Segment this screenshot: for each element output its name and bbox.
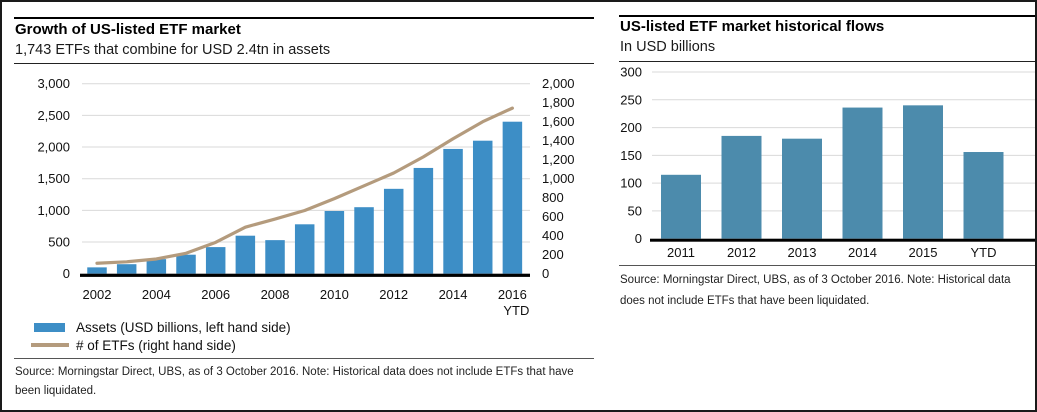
- assets-bar: [472, 140, 493, 274]
- subtitle-rule: [619, 61, 1035, 62]
- flows-bar: [661, 174, 701, 239]
- assets-bar: [502, 121, 523, 274]
- x-axis-tick-label: 2004: [142, 287, 171, 302]
- right-axis-tick-label: 1,200: [542, 152, 575, 167]
- flows-bar: [903, 105, 943, 239]
- subtitle-rule: [14, 63, 594, 64]
- assets-bar: [176, 254, 196, 274]
- right-axis-tick-label: 1,000: [542, 171, 575, 186]
- flows-bar: [721, 135, 762, 239]
- assets-bar: [383, 188, 404, 274]
- legend-label-etfs: # of ETFs (right hand side): [76, 337, 236, 353]
- assets-bar: [354, 207, 374, 274]
- x-axis-tick-label: 2002: [83, 287, 112, 302]
- assets-bar: [265, 240, 285, 274]
- source-rule: [619, 265, 1035, 266]
- x-axis-ytd-label: YTD: [503, 303, 529, 318]
- assets-bar: [294, 224, 315, 274]
- left-chart-panel: Growth of US-listed ETF market 1,743 ETF…: [14, 2, 594, 410]
- left-chart-title: Growth of US-listed ETF market: [15, 21, 241, 38]
- right-chart-panel: US-listed ETF market historical flows In…: [619, 2, 1035, 410]
- source-rule: [14, 358, 594, 359]
- legend-swatch-box: [31, 322, 71, 332]
- etf-count-line: [95, 106, 514, 265]
- assets-bar: [205, 247, 226, 274]
- y-axis-tick-label: 50: [628, 203, 642, 218]
- y-axis-tick-label: 150: [620, 148, 642, 163]
- flows-bar: [782, 138, 822, 239]
- right-chart-plot: 0 50 100 150 200 250 300 2011 2012 2013 2014 2015 YT…: [620, 65, 1035, 260]
- left-axis-tick-label: 0: [63, 266, 70, 281]
- x-axis-tick-label: 2013: [788, 245, 817, 260]
- legend-row-etfs: # of ETFs (right hand side): [31, 336, 291, 354]
- x-axis-tick-label: 2008: [261, 287, 290, 302]
- flows-bar: [963, 152, 1004, 239]
- assets-bar: [116, 264, 137, 274]
- right-axis-tick-label: 800: [542, 190, 564, 205]
- legend-swatch-box: [31, 343, 71, 347]
- bar-swatch-icon: [34, 322, 65, 332]
- y-axis-tick-label: 300: [620, 65, 642, 80]
- x-axis-tick-label: 2014: [439, 287, 468, 302]
- x-axis-line: [80, 273, 530, 277]
- right-axis-tick-label: 1,400: [542, 133, 575, 148]
- top-rule: [619, 15, 1035, 17]
- left-chart-source: Source: Morningstar Direct, UBS, as of 3…: [15, 366, 574, 397]
- right-axis-tick-label: 0: [542, 266, 549, 281]
- right-axis-tick-label: 2,000: [542, 76, 575, 91]
- assets-bar: [443, 148, 463, 274]
- x-axis-tick-label: 2006: [201, 287, 230, 302]
- x-axis-tick-label: 2015: [909, 245, 938, 260]
- x-axis-tick-label: 2016: [498, 287, 527, 302]
- left-axis-tick-label: 2,000: [37, 140, 70, 155]
- x-axis-tick-label: 2012: [727, 245, 756, 260]
- x-axis-tick-label: 2014: [848, 245, 877, 260]
- x-axis-tick-label: 2011: [667, 245, 695, 260]
- left-chart-subtitle: 1,743 ETFs that combine for USD 2.4tn in…: [15, 42, 331, 58]
- x-axis-line: [650, 238, 1035, 242]
- right-axis-tick-label: 400: [542, 228, 564, 243]
- legend-row-assets: Assets (USD billions, left hand side): [31, 318, 291, 336]
- line-swatch-icon: [31, 343, 69, 347]
- assets-bar: [87, 267, 107, 274]
- x-axis-tick-label: YTD: [971, 245, 997, 260]
- y-axis-tick-label: 100: [620, 176, 642, 191]
- right-axis-tick-label: 1,800: [542, 95, 575, 110]
- y-axis-tick-label: 250: [620, 92, 642, 107]
- flows-bar: [842, 107, 883, 239]
- y-axis-tick-label: 0: [635, 231, 642, 246]
- left-chart-plot: 0 500 1,000 1,500 2,000 2,500 3,000 0 200 400 600 8…: [37, 76, 575, 318]
- right-chart-source: Source: Morningstar Direct, UBS, as of 3…: [620, 274, 1011, 307]
- assets-bar: [146, 259, 167, 274]
- left-axis-tick-label: 1,500: [37, 171, 70, 186]
- x-axis-tick-label: 2010: [320, 287, 349, 302]
- y-axis-tick-label: 200: [620, 120, 642, 135]
- assets-bar: [324, 211, 345, 274]
- right-axis-tick-label: 200: [542, 247, 564, 262]
- assets-bar: [413, 167, 434, 274]
- left-axis-tick-label: 1,000: [37, 203, 70, 218]
- assets-bar: [235, 235, 256, 274]
- left-axis-tick-label: 3,000: [37, 76, 70, 91]
- left-axis-tick-label: 500: [48, 235, 70, 250]
- x-axis-tick-label: 2012: [379, 287, 408, 302]
- top-rule: [14, 17, 594, 19]
- right-chart-title: US-listed ETF market historical flows: [620, 18, 885, 35]
- right-axis-tick-label: 1,600: [542, 114, 575, 129]
- right-axis-tick-label: 600: [542, 209, 564, 224]
- right-chart-subtitle: In USD billions: [620, 39, 716, 55]
- left-axis-tick-label: 2,500: [37, 108, 70, 123]
- legend-label-assets: Assets (USD billions, left hand side): [76, 319, 291, 335]
- left-chart-legend: Assets (USD billions, left hand side) # …: [31, 318, 291, 354]
